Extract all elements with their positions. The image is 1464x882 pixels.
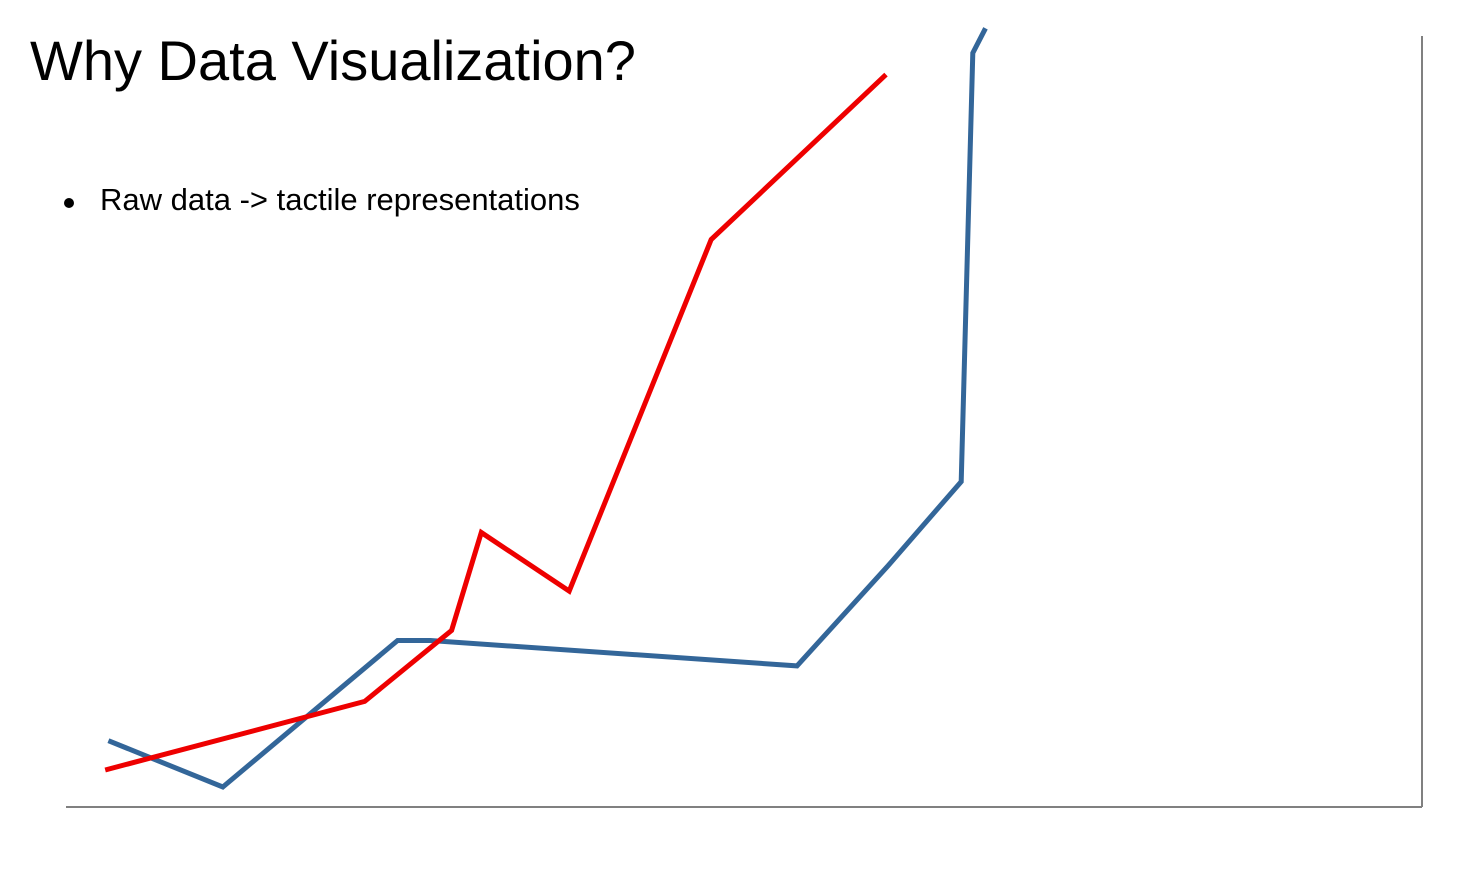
series-line-2: [104, 72, 888, 773]
chart-series: [104, 27, 988, 790]
slide-title: Why Data Visualization?: [30, 29, 636, 92]
chart-axes: [66, 36, 1423, 808]
bullet-item: Raw data -> tactile representations: [60, 182, 580, 218]
bullet-text: Raw data -> tactile representations: [100, 182, 580, 217]
bullet-list: Raw data -> tactile representations: [60, 182, 580, 218]
series-line-1: [107, 27, 988, 790]
bullet-dot-icon: [64, 198, 74, 208]
